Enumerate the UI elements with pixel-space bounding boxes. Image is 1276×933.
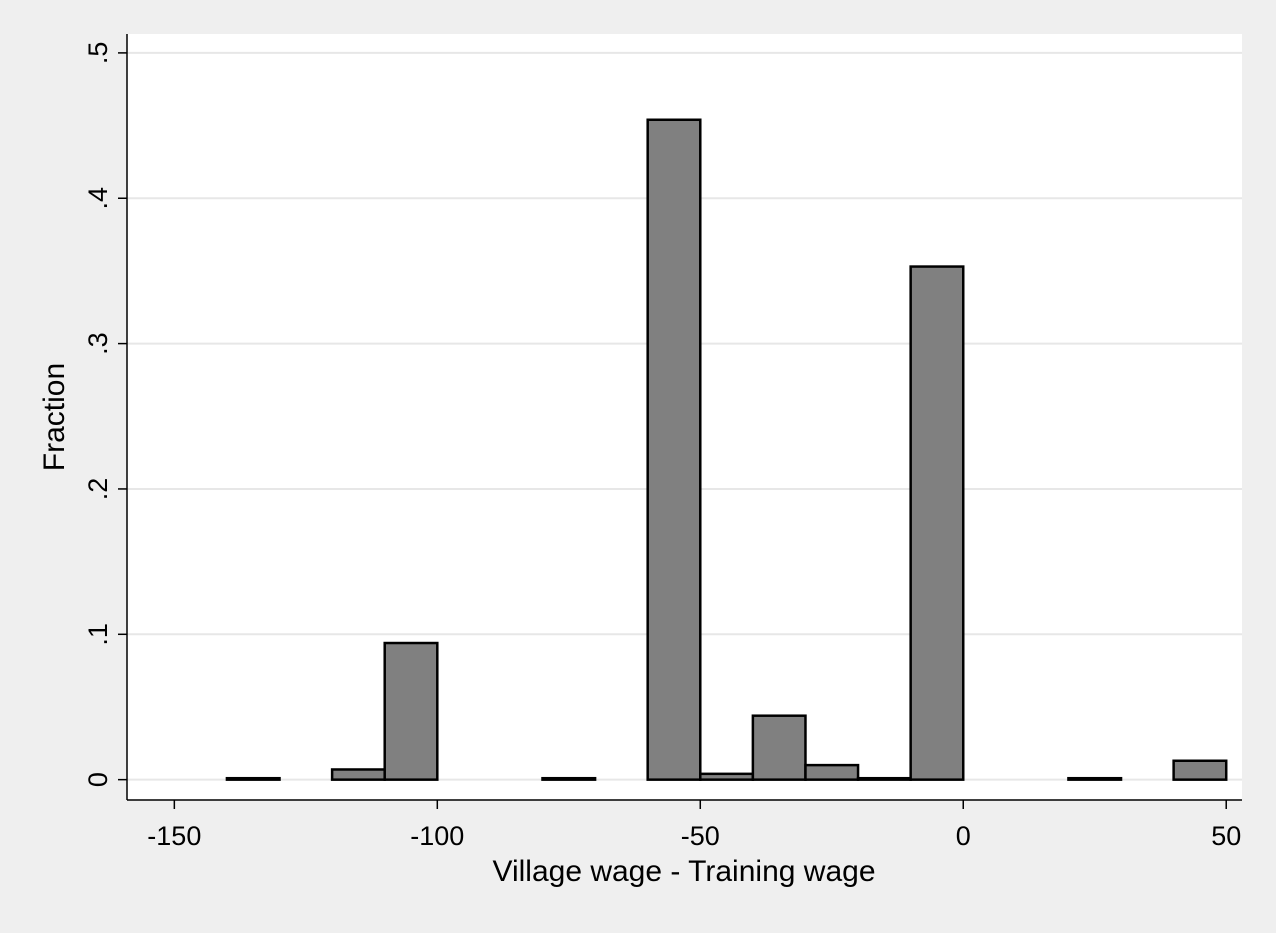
axes	[126, 34, 1242, 801]
y-axis-title: Fraction	[38, 363, 71, 471]
histogram-bar	[383, 641, 439, 781]
y-tick-label: .4	[83, 187, 113, 210]
x-tick-label: -50	[681, 821, 720, 851]
histogram-bar	[1172, 759, 1228, 781]
histogram-bar	[856, 776, 912, 781]
histogram-bar	[330, 768, 386, 781]
histogram-bar	[225, 776, 281, 781]
y-tick-label: .1	[83, 623, 113, 646]
x-tick-label: 0	[956, 821, 971, 851]
x-axis-title: Village wage - Training wage	[492, 855, 875, 888]
histogram-bar	[751, 714, 807, 781]
y-tick-label: .5	[83, 42, 113, 65]
bars	[225, 118, 1228, 781]
x-tick-label: -150	[147, 821, 201, 851]
y-tick-label: .3	[83, 332, 113, 355]
histogram-bar	[909, 265, 965, 781]
histogram-bar	[541, 776, 597, 781]
x-tick-label: -100	[410, 821, 464, 851]
y-tick-label: .2	[83, 478, 113, 501]
histogram-bar	[804, 763, 860, 781]
histogram-bar	[699, 772, 755, 781]
histogram-bar	[646, 118, 702, 781]
y-tick-label: 0	[83, 772, 113, 787]
histogram-bar	[1067, 776, 1123, 781]
x-tick-label: 50	[1211, 821, 1241, 851]
ticks: 0 .1 .2 .3 .4 .5 -150 -100 -50 0 50	[83, 42, 1241, 851]
